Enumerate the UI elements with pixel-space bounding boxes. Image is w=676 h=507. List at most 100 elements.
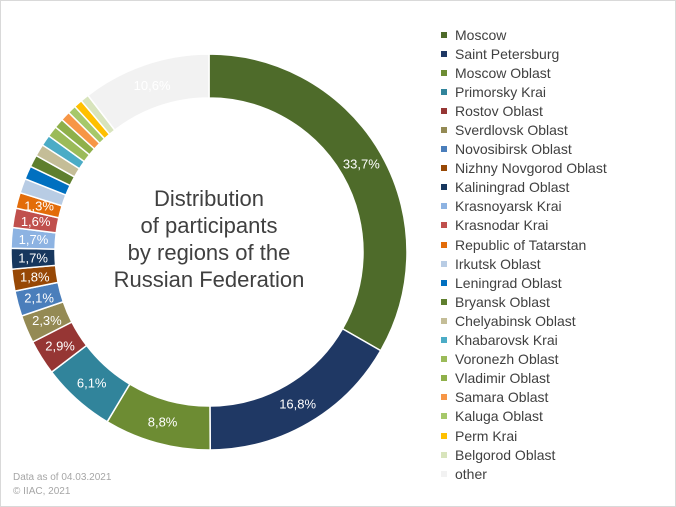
legend-item: Leningrad Oblast	[441, 273, 607, 292]
legend-swatch	[441, 260, 447, 267]
legend: Moscow Saint Petersburg Moscow Oblast Primo…	[441, 25, 607, 483]
legend-label: Nizhny Novgorod Oblast	[455, 160, 607, 177]
legend-item: Rostov Oblast	[441, 101, 607, 120]
slice-label-moscow: 33,7%	[343, 156, 380, 171]
legend-item: other	[441, 464, 607, 483]
legend-swatch	[441, 203, 447, 210]
legend-swatch	[441, 432, 447, 439]
legend-item: Sverdlovsk Oblast	[441, 120, 607, 139]
legend-swatch	[441, 375, 447, 382]
legend-swatch	[441, 127, 447, 134]
legend-label: Chelyabinsk Oblast	[455, 312, 576, 329]
legend-item: Irkutsk Oblast	[441, 254, 607, 273]
legend-swatch	[441, 356, 447, 363]
legend-swatch	[441, 451, 447, 458]
legend-label: Kaliningrad Oblast	[455, 179, 570, 196]
legend-item: Krasnodar Krai	[441, 216, 607, 235]
legend-swatch	[441, 107, 447, 114]
legend-item: Kaliningrad Oblast	[441, 178, 607, 197]
legend-swatch	[441, 394, 447, 401]
donut-slices	[10, 53, 408, 451]
legend-label: Belgorod Oblast	[455, 446, 556, 463]
legend-label: Leningrad Oblast	[455, 274, 562, 291]
legend-swatch	[441, 317, 447, 324]
legend-item: Perm Krai	[441, 426, 607, 445]
legend-swatch	[441, 146, 447, 153]
slice-label-moscow-oblast: 8,8%	[148, 414, 178, 429]
slice-saint-petersburg	[209, 327, 382, 451]
legend-swatch	[441, 69, 447, 76]
legend-swatch	[441, 50, 447, 57]
legend-swatch	[441, 470, 447, 477]
legend-label: Krasnodar Krai	[455, 217, 549, 234]
legend-label: Irkutsk Oblast	[455, 255, 541, 272]
legend-item: Nizhny Novgorod Oblast	[441, 159, 607, 178]
legend-swatch	[441, 279, 447, 286]
legend-label: Republic of Tatarstan	[455, 236, 587, 253]
legend-label: Perm Krai	[455, 427, 518, 444]
legend-swatch	[441, 241, 447, 248]
legend-label: Krasnoyarsk Krai	[455, 198, 562, 215]
legend-item: Khabarovsk Krai	[441, 331, 607, 350]
slice-label-novosibirsk-oblast: 2,1%	[24, 290, 54, 305]
legend-label: Khabarovsk Krai	[455, 332, 558, 349]
legend-item: Samara Oblast	[441, 388, 607, 407]
legend-label: Moscow Oblast	[455, 64, 551, 81]
legend-swatch	[441, 165, 447, 172]
slice-label-primorsky-krai: 6,1%	[77, 376, 107, 391]
slice-labels: 33,7% 16,8% 8,8% 6,1% 2,9% 2,3% 2,1% 1,8% 1,7% 1,…	[18, 78, 380, 429]
legend-label: Voronezh Oblast	[455, 351, 559, 368]
legend-label: Bryansk Oblast	[455, 293, 550, 310]
legend-label: Rostov Oblast	[455, 102, 543, 119]
legend-item: Republic of Tatarstan	[441, 235, 607, 254]
legend-swatch	[441, 222, 447, 229]
legend-label: other	[455, 465, 487, 482]
legend-item: Chelyabinsk Oblast	[441, 311, 607, 330]
slice-label-kaliningrad-oblast: 1,7%	[18, 251, 48, 266]
legend-label: Kaluga Oblast	[455, 408, 543, 425]
legend-item: Primorsky Krai	[441, 82, 607, 101]
legend-label: Sverdlovsk Oblast	[455, 122, 568, 139]
legend-swatch	[441, 184, 447, 191]
source-note: Data as of 04.03.2021 © IIAC, 2021	[13, 471, 111, 499]
slice-label-sverdlovsk-oblast: 2,3%	[32, 313, 62, 328]
slice-label-krasnodar-krai: 1,6%	[21, 214, 51, 229]
legend-label: Saint Petersburg	[455, 45, 560, 62]
legend-label: Primorsky Krai	[455, 83, 547, 100]
chart-title: Distribution of participants by regions …	[101, 185, 317, 293]
legend-swatch	[441, 298, 447, 305]
legend-item: Bryansk Oblast	[441, 292, 607, 311]
slice-label-krasnoyarsk-krai: 1,7%	[19, 232, 49, 247]
legend-swatch	[441, 88, 447, 95]
legend-swatch	[441, 31, 447, 38]
slice-label-republic-of-tatarstan: 1,3%	[24, 199, 54, 214]
legend-item: Novosibirsk Oblast	[441, 140, 607, 159]
legend-item: Moscow Oblast	[441, 63, 607, 82]
legend-label: Samara Oblast	[455, 389, 549, 406]
slice-label-other: 10,6%	[134, 78, 171, 93]
legend-item: Krasnoyarsk Krai	[441, 197, 607, 216]
legend-item: Voronezh Oblast	[441, 350, 607, 369]
chart-title-line-4: Russian Federation	[113, 267, 305, 292]
legend-label: Novosibirsk Oblast	[455, 141, 572, 158]
legend-item: Moscow	[441, 25, 607, 44]
chart-title-line-2: of participants	[140, 213, 278, 238]
slice-label-nizhny-novgorod-oblast: 1,8%	[20, 270, 50, 285]
source-copyright: © IIAC, 2021	[13, 486, 71, 497]
legend-item: Kaluga Oblast	[441, 407, 607, 426]
slice-other	[86, 53, 210, 132]
legend-item: Saint Petersburg	[441, 44, 607, 63]
slice-label-saint-petersburg: 16,8%	[279, 397, 316, 412]
legend-item: Belgorod Oblast	[441, 445, 607, 464]
slice-label-rostov-oblast: 2,9%	[45, 338, 75, 353]
legend-label: Moscow	[455, 26, 507, 43]
legend-swatch	[441, 413, 447, 420]
source-date: Data as of 04.03.2021	[13, 472, 112, 483]
legend-swatch	[441, 337, 447, 344]
legend-label: Vladimir Oblast	[455, 370, 550, 387]
chart-title-line-1: Distribution	[153, 186, 265, 211]
legend-item: Vladimir Oblast	[441, 369, 607, 388]
chart-title-line-3: by regions of the	[127, 240, 291, 265]
